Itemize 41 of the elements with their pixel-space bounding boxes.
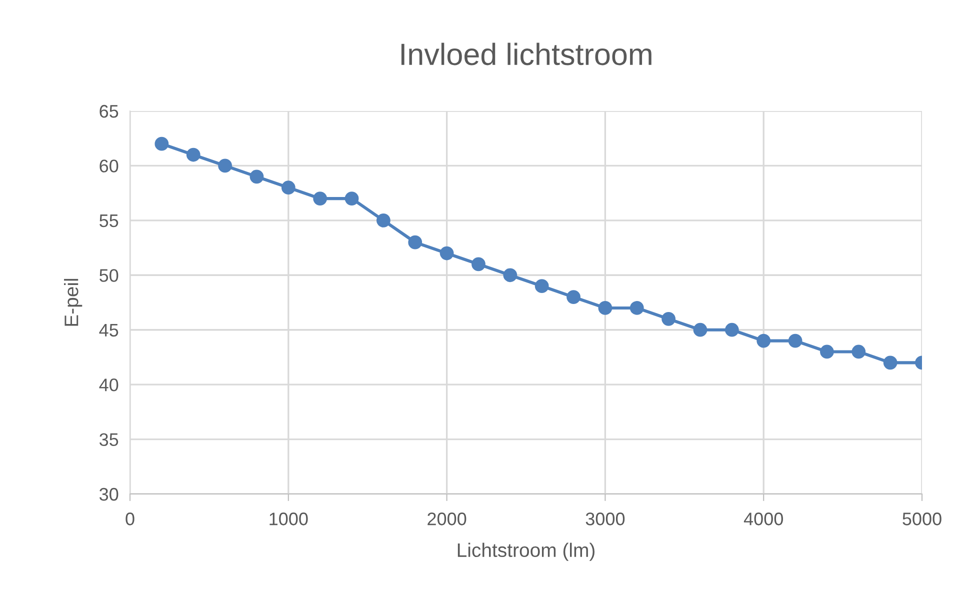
x-axis-title: Lichtstroom (lm) xyxy=(458,542,594,561)
point xyxy=(630,301,644,315)
point xyxy=(883,356,898,370)
x-tick-label: 0 xyxy=(126,512,134,526)
x-tick-label: 4000 xyxy=(744,512,783,526)
point xyxy=(503,268,518,282)
x-tick-label: 3000 xyxy=(586,512,625,526)
point xyxy=(598,301,612,315)
y-tick-label: 30 xyxy=(99,488,118,501)
x-tick-label: 5000 xyxy=(902,512,942,526)
point xyxy=(852,344,866,359)
x-tick-label: 2000 xyxy=(428,512,466,526)
point xyxy=(344,192,359,206)
point xyxy=(756,334,771,348)
point xyxy=(693,322,708,337)
chart-title: Invloed lichtstroom xyxy=(401,42,652,66)
y-tick-label: 35 xyxy=(99,433,118,446)
point xyxy=(472,257,486,272)
point xyxy=(408,235,422,250)
point xyxy=(313,192,328,206)
point xyxy=(250,170,264,184)
y-tick-label: 45 xyxy=(99,324,118,337)
y-tick-label: 60 xyxy=(100,160,118,172)
point xyxy=(788,334,802,348)
point xyxy=(440,246,454,260)
y-tick-label: 65 xyxy=(100,104,118,118)
x-tick-label: 1000 xyxy=(270,512,308,526)
point xyxy=(724,322,739,337)
point xyxy=(218,158,232,173)
y-axis-title: E-peil xyxy=(64,278,82,326)
point xyxy=(820,344,834,359)
point xyxy=(281,180,296,195)
y-tick-label: 55 xyxy=(100,214,118,228)
point xyxy=(376,213,390,228)
point xyxy=(566,290,580,304)
point xyxy=(186,148,200,162)
y-tick-label: 50 xyxy=(100,269,118,282)
point xyxy=(154,136,169,151)
y-tick-label: 40 xyxy=(99,378,118,392)
point xyxy=(662,312,676,326)
point xyxy=(534,279,549,294)
